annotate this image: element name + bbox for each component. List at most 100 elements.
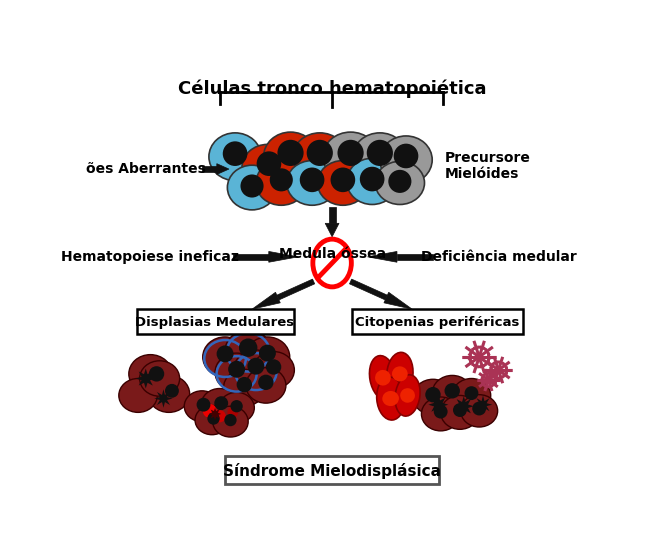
Circle shape	[277, 140, 304, 166]
Circle shape	[207, 412, 220, 425]
Ellipse shape	[432, 376, 472, 411]
FancyBboxPatch shape	[352, 309, 523, 334]
Ellipse shape	[203, 337, 248, 377]
Ellipse shape	[225, 330, 272, 372]
Text: ões Aberrantes: ões Aberrantes	[86, 162, 205, 176]
Circle shape	[270, 169, 293, 192]
Ellipse shape	[148, 376, 190, 412]
Polygon shape	[154, 389, 173, 408]
Polygon shape	[233, 254, 269, 260]
Polygon shape	[325, 223, 339, 237]
Ellipse shape	[201, 389, 238, 421]
Polygon shape	[428, 395, 448, 414]
Circle shape	[196, 397, 211, 412]
Circle shape	[472, 402, 486, 416]
Circle shape	[434, 405, 448, 418]
Ellipse shape	[400, 388, 415, 403]
Circle shape	[257, 152, 281, 176]
Ellipse shape	[353, 133, 407, 181]
Circle shape	[149, 366, 164, 382]
Ellipse shape	[461, 395, 498, 427]
Circle shape	[223, 141, 248, 166]
Ellipse shape	[376, 377, 404, 420]
Ellipse shape	[421, 397, 460, 431]
Ellipse shape	[215, 353, 258, 391]
Polygon shape	[397, 254, 433, 260]
Ellipse shape	[347, 158, 398, 204]
Polygon shape	[454, 396, 474, 416]
Ellipse shape	[253, 351, 294, 389]
Circle shape	[330, 167, 355, 192]
Ellipse shape	[233, 350, 278, 390]
Circle shape	[300, 167, 325, 192]
Polygon shape	[202, 166, 217, 172]
Circle shape	[216, 345, 233, 362]
Ellipse shape	[323, 132, 378, 181]
Ellipse shape	[246, 368, 286, 403]
Text: Precursore
Mielóides: Precursore Mielóides	[445, 151, 531, 181]
Circle shape	[307, 140, 333, 166]
Polygon shape	[269, 251, 298, 262]
Polygon shape	[209, 408, 221, 420]
Circle shape	[360, 167, 384, 192]
Circle shape	[237, 377, 252, 393]
Circle shape	[165, 384, 179, 397]
Polygon shape	[329, 207, 336, 223]
Polygon shape	[367, 251, 397, 262]
Polygon shape	[277, 279, 315, 300]
Circle shape	[259, 345, 276, 362]
Circle shape	[248, 358, 264, 374]
Circle shape	[266, 359, 281, 374]
Polygon shape	[384, 292, 412, 309]
Circle shape	[228, 361, 245, 378]
Polygon shape	[135, 368, 156, 389]
Circle shape	[338, 140, 364, 166]
Circle shape	[367, 140, 393, 166]
FancyBboxPatch shape	[137, 309, 294, 334]
Text: Displasias Medulares: Displasias Medulares	[135, 316, 295, 329]
Polygon shape	[252, 292, 281, 309]
Text: Medula óssea: Medula óssea	[279, 247, 386, 261]
Ellipse shape	[139, 361, 179, 396]
Ellipse shape	[392, 366, 408, 382]
Polygon shape	[474, 395, 492, 414]
Polygon shape	[349, 279, 388, 300]
Circle shape	[258, 374, 273, 390]
Ellipse shape	[219, 393, 254, 423]
Ellipse shape	[256, 161, 307, 205]
Ellipse shape	[382, 391, 399, 406]
Circle shape	[394, 144, 419, 169]
Ellipse shape	[380, 136, 432, 184]
Ellipse shape	[209, 133, 261, 181]
Circle shape	[239, 339, 257, 357]
Ellipse shape	[184, 391, 220, 422]
Circle shape	[227, 407, 238, 418]
Ellipse shape	[195, 406, 229, 435]
Ellipse shape	[413, 379, 453, 414]
Circle shape	[240, 175, 264, 198]
Circle shape	[388, 170, 411, 193]
FancyBboxPatch shape	[225, 456, 439, 484]
Ellipse shape	[129, 355, 172, 393]
Circle shape	[214, 410, 226, 422]
Circle shape	[453, 403, 467, 417]
Ellipse shape	[369, 356, 397, 400]
Circle shape	[465, 386, 478, 400]
Text: Deficiência medular: Deficiência medular	[421, 250, 576, 264]
Ellipse shape	[224, 369, 265, 406]
Circle shape	[231, 400, 243, 412]
Text: Células tronco hematopoiética: Células tronco hematopoiética	[178, 80, 487, 98]
Ellipse shape	[387, 352, 413, 395]
Ellipse shape	[375, 161, 424, 204]
Circle shape	[203, 404, 216, 418]
Ellipse shape	[452, 378, 491, 412]
Ellipse shape	[318, 161, 368, 205]
Ellipse shape	[264, 132, 318, 181]
Ellipse shape	[375, 370, 391, 385]
Ellipse shape	[293, 133, 347, 181]
Polygon shape	[217, 164, 229, 175]
Text: Citopenias periféricas: Citopenias periféricas	[355, 316, 520, 329]
Circle shape	[214, 396, 228, 410]
Ellipse shape	[227, 165, 277, 210]
Ellipse shape	[119, 378, 157, 412]
